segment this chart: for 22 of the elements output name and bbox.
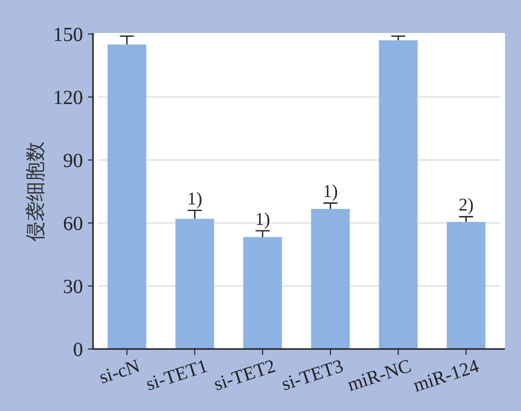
annotation: 1) [187,188,202,208]
bar [378,40,418,349]
y-axis-title: 侵袭细胞数 [23,142,47,242]
x-tick-label: si-TET3 [279,356,346,396]
x-tick-label: si-TET1 [144,356,210,396]
bar [446,222,486,349]
y-tick-label: 150 [53,24,83,46]
y-tick-label: 120 [53,87,83,109]
bar [243,237,282,349]
annotation: 1) [322,181,338,202]
annotation: 1) [255,208,270,229]
y-tick-label: 30 [63,276,83,298]
x-tick-label: miR-NC [345,356,414,396]
y-tick-label: 0 [73,339,83,361]
y-tick-label: 60 [63,213,83,235]
bar [175,218,214,349]
y-tick-label: 90 [63,150,83,172]
annotation: 2) [458,194,474,215]
bar [311,208,350,349]
bar [108,44,146,349]
x-tick-label: si-TET2 [211,356,278,396]
x-tick-label: si-cN [96,356,143,388]
